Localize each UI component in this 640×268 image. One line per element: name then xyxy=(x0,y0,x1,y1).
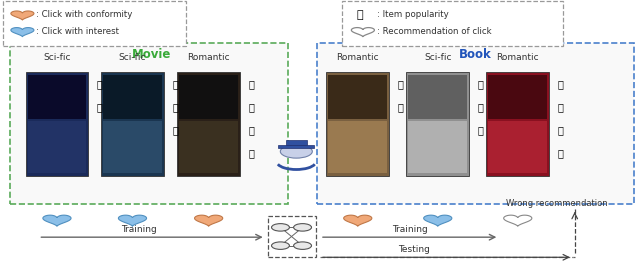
FancyBboxPatch shape xyxy=(326,72,389,176)
Text: 🔥: 🔥 xyxy=(397,102,404,112)
FancyBboxPatch shape xyxy=(103,121,162,173)
Text: 🔥: 🔥 xyxy=(557,125,564,135)
FancyBboxPatch shape xyxy=(177,72,240,176)
Text: 🔥: 🔥 xyxy=(477,125,484,135)
FancyBboxPatch shape xyxy=(408,121,467,173)
Text: Sci-fic: Sci-fic xyxy=(424,53,451,62)
Circle shape xyxy=(280,145,312,158)
FancyBboxPatch shape xyxy=(488,121,547,173)
FancyBboxPatch shape xyxy=(317,43,634,204)
FancyBboxPatch shape xyxy=(278,145,314,148)
Polygon shape xyxy=(351,28,374,37)
Text: 🔥: 🔥 xyxy=(172,79,179,90)
Text: : Item popularity: : Item popularity xyxy=(377,10,449,19)
Text: 🔥: 🔥 xyxy=(557,102,564,112)
Circle shape xyxy=(271,242,289,250)
Circle shape xyxy=(271,224,289,231)
Text: 🔥: 🔥 xyxy=(477,79,484,90)
Text: Training: Training xyxy=(122,225,157,234)
FancyBboxPatch shape xyxy=(486,72,549,176)
Text: 🔥: 🔥 xyxy=(97,79,103,90)
Text: Movie: Movie xyxy=(132,49,172,61)
Text: Romantic: Romantic xyxy=(337,53,379,62)
FancyBboxPatch shape xyxy=(408,76,467,119)
FancyBboxPatch shape xyxy=(406,72,469,176)
Text: 🔥: 🔥 xyxy=(477,102,484,112)
Polygon shape xyxy=(118,215,147,226)
FancyBboxPatch shape xyxy=(286,140,307,145)
FancyBboxPatch shape xyxy=(342,1,563,46)
FancyBboxPatch shape xyxy=(268,216,316,257)
Text: 🔥: 🔥 xyxy=(248,148,255,158)
Text: Book: Book xyxy=(458,49,492,61)
Text: 🔥: 🔥 xyxy=(172,102,179,112)
FancyBboxPatch shape xyxy=(103,76,162,119)
Text: Testing: Testing xyxy=(399,245,430,254)
Polygon shape xyxy=(504,215,532,226)
Circle shape xyxy=(294,242,312,250)
FancyBboxPatch shape xyxy=(179,76,238,119)
Polygon shape xyxy=(43,215,71,226)
Text: 🔥: 🔥 xyxy=(356,10,363,20)
Text: 🔥: 🔥 xyxy=(97,102,103,112)
FancyBboxPatch shape xyxy=(328,76,387,119)
Polygon shape xyxy=(195,215,223,226)
FancyBboxPatch shape xyxy=(101,72,164,176)
FancyBboxPatch shape xyxy=(10,43,288,204)
Polygon shape xyxy=(344,215,372,226)
Text: Romantic: Romantic xyxy=(188,53,230,62)
Text: 🔥: 🔥 xyxy=(557,148,564,158)
FancyBboxPatch shape xyxy=(179,121,238,173)
FancyBboxPatch shape xyxy=(328,121,387,173)
Text: 🔥: 🔥 xyxy=(248,125,255,135)
Text: : Click with conformity: : Click with conformity xyxy=(36,10,133,19)
Text: Training: Training xyxy=(392,225,428,234)
Text: Sci-fic: Sci-fic xyxy=(44,53,70,62)
Text: 🔥: 🔥 xyxy=(172,125,179,135)
FancyBboxPatch shape xyxy=(3,1,186,46)
Text: : Click with interest: : Click with interest xyxy=(36,27,120,36)
Circle shape xyxy=(294,224,312,231)
Text: Wrong recommendation: Wrong recommendation xyxy=(506,199,607,208)
FancyBboxPatch shape xyxy=(28,76,86,119)
FancyBboxPatch shape xyxy=(488,76,547,119)
FancyBboxPatch shape xyxy=(26,72,88,176)
Text: 🔥: 🔥 xyxy=(557,79,564,90)
Polygon shape xyxy=(11,28,34,37)
Text: 🔥: 🔥 xyxy=(248,102,255,112)
Text: 🔥: 🔥 xyxy=(397,79,404,90)
Text: 🔥: 🔥 xyxy=(248,79,255,90)
Text: Sci-fic: Sci-fic xyxy=(119,53,146,62)
FancyBboxPatch shape xyxy=(28,121,86,173)
Text: : Recommendation of click: : Recommendation of click xyxy=(377,27,492,36)
Text: Romantic: Romantic xyxy=(497,53,539,62)
Polygon shape xyxy=(424,215,452,226)
Text: 🔥: 🔥 xyxy=(22,14,23,15)
Polygon shape xyxy=(11,11,34,20)
